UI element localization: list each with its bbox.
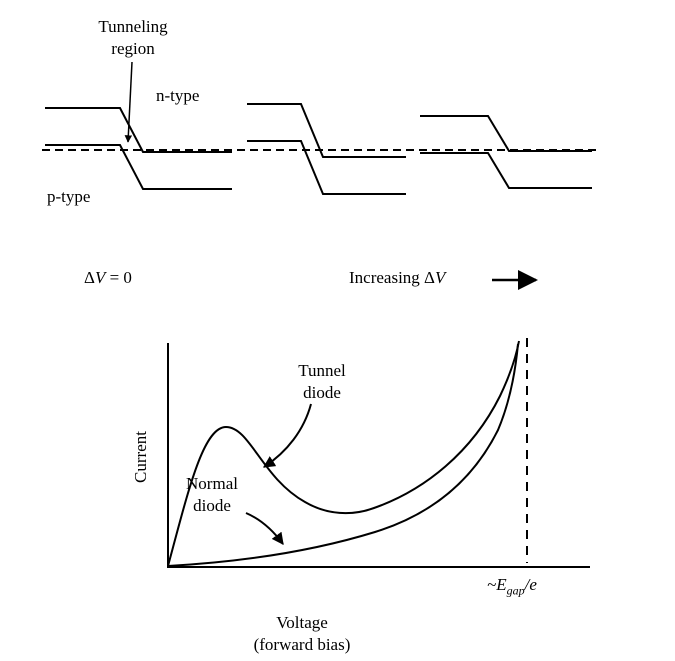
normal-diode-label-line2: diode (193, 496, 231, 515)
tunnel-diode-label-line1: Tunnel (298, 361, 346, 380)
x-axis-label-line1: Voltage (276, 613, 328, 632)
gap-voltage-label-prefix: ~E (487, 575, 507, 594)
increasing-bias-text: Increasing Δ (349, 268, 435, 287)
n-type-label: n-type (156, 86, 200, 105)
x-axis-label-line2: (forward bias) (253, 635, 351, 654)
tunnel-diode-curve (167, 340, 520, 567)
p-type-label: p-type (47, 187, 91, 206)
conduction-band-edge (420, 115, 592, 152)
increasing-bias-label: Increasing ΔV (349, 267, 445, 289)
increasing-bias-variable: V (434, 268, 446, 287)
zero-bias-delta: Δ (84, 268, 95, 287)
zero-bias-value: = 0 (105, 268, 132, 287)
gap-voltage-label: ~Egap/e (487, 574, 537, 601)
zero-bias-label: ΔV = 0 (84, 267, 132, 289)
tunnel-diode-pointer-arrow-icon (262, 403, 312, 468)
tunnel-diode-label-line2: diode (303, 383, 341, 402)
conduction-band-edge (45, 107, 232, 153)
tunneling-region-label: Tunneling region (83, 16, 183, 60)
normal-diode-label: Normal diode (164, 473, 260, 517)
iv-plot (167, 338, 590, 568)
tunneling-region-label-line2: region (111, 39, 155, 58)
normal-diode-label-line1: Normal (186, 474, 238, 493)
valence-band-edge (45, 144, 232, 190)
normal-diode-curve (167, 343, 519, 567)
tunnel-diode-label: Tunnel diode (272, 360, 372, 404)
gap-voltage-label-subscript: gap (506, 583, 525, 598)
valence-band-edge (420, 152, 592, 189)
axes-lines (167, 343, 590, 568)
band-diagram-medium-bias (247, 103, 406, 195)
band-diagram-high-bias (420, 115, 592, 189)
tunneling-region-pointer-arrow-icon (124, 61, 133, 143)
band-diagram-zero-bias (45, 107, 232, 190)
y-axis-label: Current (131, 431, 150, 483)
valence-band-edge (247, 140, 406, 195)
gap-voltage-label-suffix: /e (524, 575, 537, 594)
normal-diode-pointer-arrow-icon (245, 512, 284, 545)
x-axis-label: Voltage (forward bias) (212, 612, 392, 656)
conduction-band-edge (247, 103, 406, 158)
zero-bias-variable: V (94, 268, 106, 287)
tunneling-region-label-line1: Tunneling (98, 17, 168, 36)
